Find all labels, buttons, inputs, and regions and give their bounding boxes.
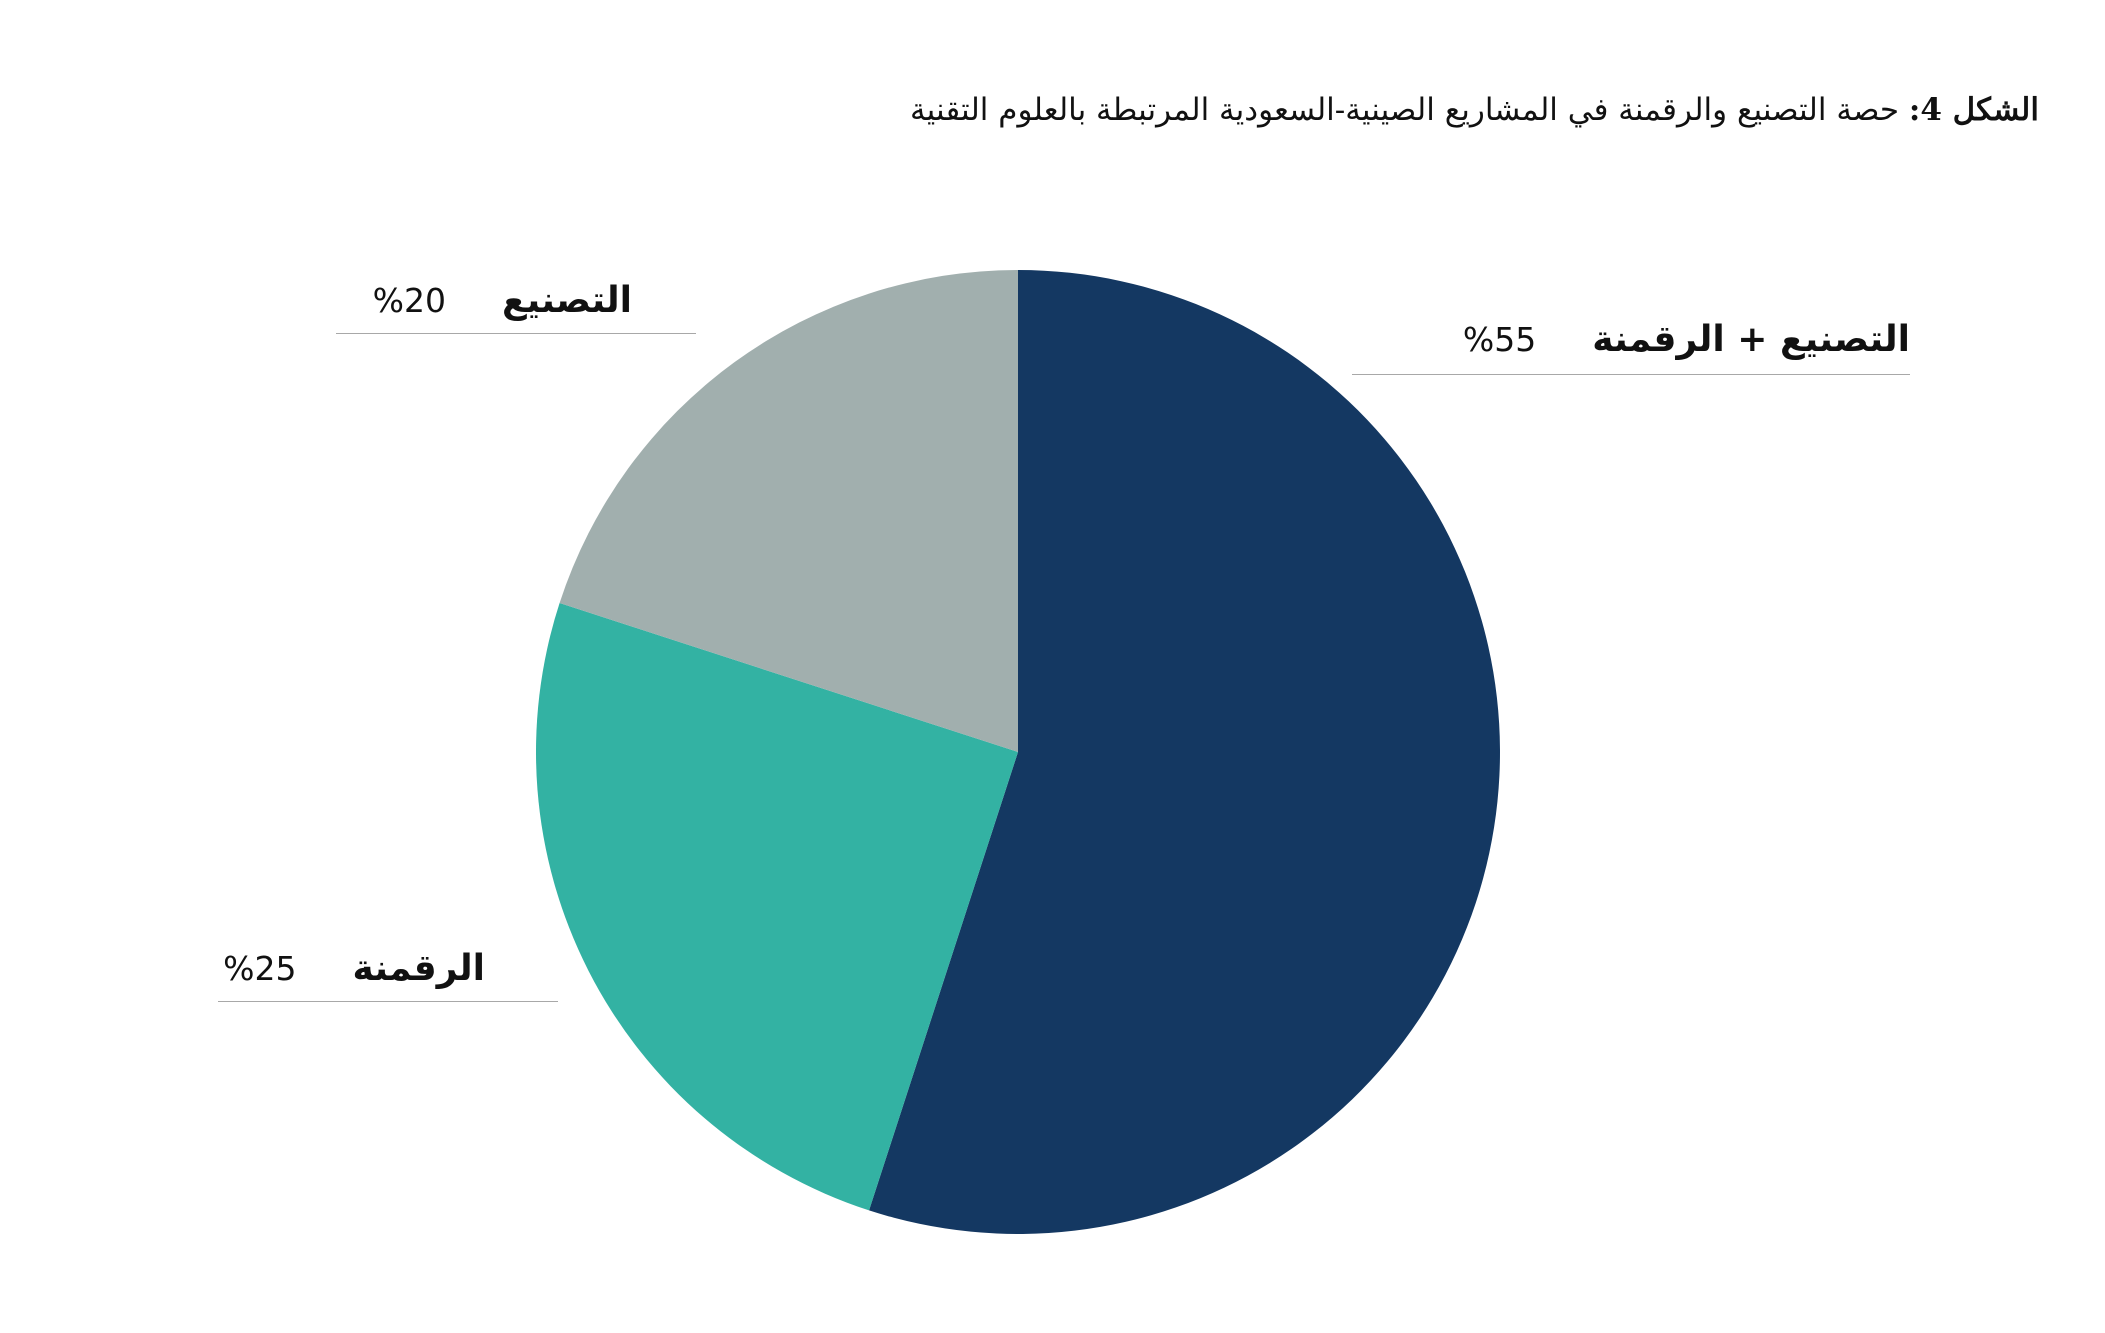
pie-slice-1	[535, 603, 1018, 1211]
slice-value-label: 55%	[1462, 320, 1537, 359]
label-rule	[1352, 374, 1910, 375]
slice-name: الرقمنة	[352, 948, 486, 989]
slice-name: التصنيع	[501, 280, 632, 321]
chart-title: الشكل 4: حصة التصنيع والرقمنة في المشاري…	[910, 92, 2039, 128]
pie-slice-0	[869, 270, 1500, 1234]
figure-caption: حصة التصنيع والرقمنة في المشاريع الصينية…	[909, 92, 1899, 128]
slice-label-digitalization: الرقمنة 25%	[223, 951, 485, 987]
label-rule	[336, 333, 696, 334]
slice-value-label: 25%	[223, 949, 297, 988]
slice-name: التصنيع + الرقمنة	[1592, 319, 1910, 360]
pie-slice-2	[559, 270, 1018, 752]
slice-label-manufacturing: التصنيع 20%	[373, 283, 632, 319]
label-rule	[218, 1001, 558, 1002]
slice-value-label: 20%	[372, 281, 446, 320]
figure-number: الشكل 4:	[1908, 92, 2039, 128]
slice-label-manufacturing-digitalization: التصنيع + الرقمنة 55%	[1463, 322, 1910, 358]
